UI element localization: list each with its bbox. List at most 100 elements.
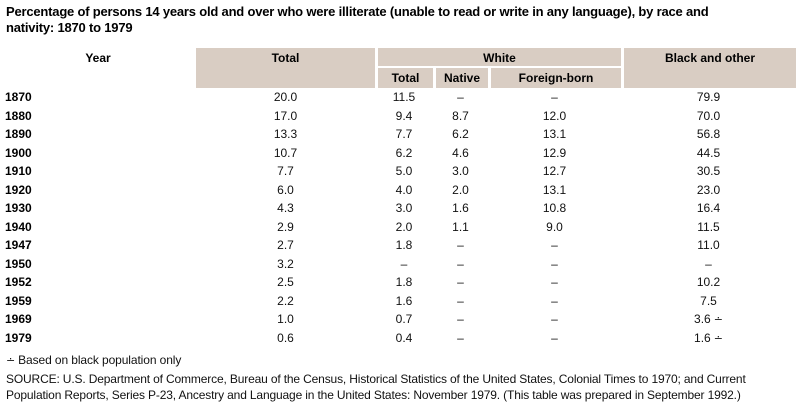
illiteracy-table: Year Total White Black and other Total N… [0, 48, 796, 347]
col-header-total: Total [196, 48, 375, 88]
table-row: 1940 2.9 2.0 1.1 9.0 11.5 [0, 218, 796, 237]
col-header-white-native: Native [433, 68, 488, 88]
cell-white-total: 5.0 [395, 164, 413, 179]
table-row: 1870 20.0 11.5 – – 79.9 [0, 88, 796, 107]
cell-black: 11.0 [697, 238, 720, 253]
cell-white-total: 2.0 [395, 219, 413, 234]
cell-foreign-born: 10.8 [542, 201, 567, 216]
footnote-marker: ∸ [713, 314, 723, 327]
cell-black: 79.9 [696, 90, 721, 105]
table-row: 1890 13.3 7.7 6.2 13.1 56.8 [0, 125, 796, 144]
table-body: 1870 20.0 11.5 – – 79.9 1880 17.0 9.4 8.7 12.0 70.0… [0, 88, 796, 347]
col-header-year: Year [85, 51, 111, 65]
cell-foreign-born: – [551, 312, 558, 327]
cell-white-total: 11.5 [392, 90, 416, 105]
col-header-black-and-other: Black and other [621, 48, 796, 88]
page-title-line-2: nativity: 1870 to 1979 [6, 19, 133, 35]
cell-year: 1979 [5, 330, 32, 345]
cell-white-total: – [400, 256, 408, 271]
cell-native: 1.6 [452, 201, 469, 216]
cell-white-total: 6.2 [395, 145, 413, 160]
cell-foreign-born: 13.1 [542, 127, 567, 142]
footnote-marker: ∸ [6, 355, 16, 367]
cell-white-total: 9.4 [395, 108, 413, 123]
cell-foreign-born: 12.9 [542, 145, 567, 160]
cell-native: – [457, 330, 464, 345]
cell-foreign-born: – [551, 330, 558, 345]
cell-white-total: 1.8 [395, 275, 413, 290]
cell-total: 3.2 [277, 256, 294, 271]
table-row: 1880 17.0 9.4 8.7 12.0 70.0 [0, 107, 796, 126]
cell-white-total: 4.0 [395, 182, 413, 197]
source-note: SOURCE: U.S. Department of Commerce, Bur… [0, 367, 798, 403]
page-title: Percentage of persons 14 years old and o… [0, 0, 798, 35]
table-row: 1952 2.5 1.8 – – 10.2 [0, 273, 796, 292]
cell-total: 13.3 [273, 127, 298, 142]
table-row: 1900 10.7 6.2 4.6 12.9 44.5 [0, 144, 796, 163]
table-row: 1950 3.2 – – – – [0, 255, 796, 274]
cell-total: 1.0 [277, 312, 294, 327]
cell-year: 1930 [5, 201, 32, 216]
cell-foreign-born: 13.1 [542, 182, 567, 197]
cell-year: 1900 [5, 145, 32, 160]
cell-white-total: 1.8 [395, 238, 413, 253]
footnote: ∸ Based on black population only [0, 347, 798, 367]
table-row: 1930 4.3 3.0 1.6 10.8 16.4 [0, 199, 796, 218]
cell-year: 1950 [5, 256, 32, 271]
cell-black: 3.6 ∸ [694, 312, 723, 327]
source-line-2: Population Reports, Series P-23, Ancestr… [6, 388, 741, 402]
source-line-1: SOURCE: U.S. Department of Commerce, Bur… [6, 372, 746, 386]
cell-native: – [457, 90, 464, 105]
cell-foreign-born: 9.0 [546, 219, 563, 234]
cell-total: 2.9 [277, 219, 294, 234]
cell-year: 1952 [5, 275, 32, 290]
cell-native: 6.2 [452, 127, 469, 142]
col-header-white-foreign-born: Foreign-born [488, 68, 621, 88]
header-row-2: Total Native Foreign-born [0, 68, 796, 88]
col-group-header-white: White [375, 48, 621, 68]
cell-black: 56.8 [696, 127, 721, 142]
cell-native: – [457, 293, 464, 308]
table-row: 1979 0.6 0.4 – – 1.6 ∸ [0, 329, 796, 348]
cell-foreign-born: – [551, 90, 558, 105]
cell-year: 1969 [5, 312, 32, 327]
cell-year: 1920 [5, 182, 32, 197]
cell-total: 20.0 [273, 90, 298, 105]
cell-year: 1959 [5, 293, 32, 308]
cell-black: – [705, 256, 712, 271]
cell-total: 7.7 [277, 164, 294, 179]
cell-year: 1947 [5, 238, 32, 253]
cell-black: 44.5 [696, 145, 721, 160]
cell-black: 7.5 [700, 293, 717, 308]
cell-black: 70.0 [696, 108, 721, 123]
cell-white-total: 0.4 [395, 330, 413, 345]
table-row: 1947 2.7 1.8 – – 11.0 [0, 236, 796, 255]
table-row: 1920 6.0 4.0 2.0 13.1 23.0 [0, 181, 796, 200]
cell-black: 11.5 [697, 219, 720, 234]
table-row: 1910 7.7 5.0 3.0 12.7 30.5 [0, 162, 796, 181]
table-row: 1959 2.2 1.6 – – 7.5 [0, 292, 796, 311]
cell-native: – [457, 312, 464, 327]
cell-black: 23.0 [696, 182, 721, 197]
cell-black: 1.6 ∸ [694, 330, 723, 345]
cell-foreign-born: 12.7 [542, 164, 567, 179]
footnote-text: Based on black population only [18, 353, 182, 367]
cell-total: 0.6 [277, 330, 294, 345]
cell-year: 1890 [5, 127, 32, 142]
cell-white-total: 1.6 [395, 293, 413, 308]
cell-black: 30.5 [696, 164, 721, 179]
header-row-1: Year Total White Black and other [0, 48, 796, 88]
cell-native: 3.0 [452, 164, 469, 179]
cell-total: 17.0 [273, 108, 298, 123]
cell-total: 10.7 [273, 145, 298, 160]
col-header-white-total: Total [375, 68, 433, 88]
cell-foreign-born: – [551, 275, 558, 290]
cell-native: – [457, 238, 464, 253]
cell-foreign-born: 12.0 [542, 108, 567, 123]
cell-total: 2.2 [277, 293, 294, 308]
cell-total: 4.3 [277, 201, 294, 216]
cell-foreign-born: – [551, 256, 558, 271]
cell-native: 8.7 [452, 108, 469, 123]
cell-native: 4.6 [452, 145, 469, 160]
